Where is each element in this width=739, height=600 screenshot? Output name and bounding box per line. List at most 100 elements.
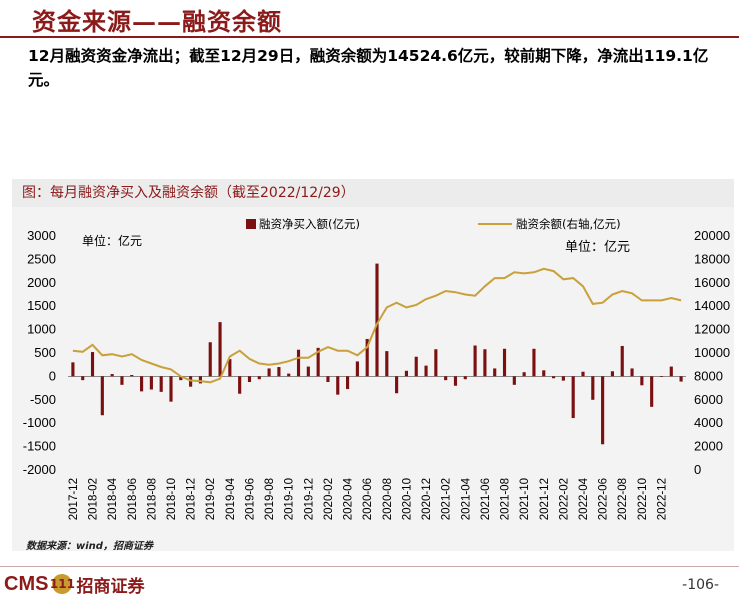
y-right-tick-label: 4000 — [694, 415, 723, 430]
y-right-tick-label: 0 — [694, 462, 701, 477]
net-buy-bar — [247, 376, 252, 383]
page-title: 资金来源——融资余额 — [32, 7, 282, 36]
net-buy-bar — [316, 347, 320, 377]
net-buy-bar — [581, 371, 585, 377]
x-tick-label: 2021-12 — [539, 478, 551, 520]
net-buy-bar — [198, 376, 202, 384]
net-buy-bar — [679, 376, 683, 382]
x-tick-label: 2022-02 — [558, 478, 570, 520]
net-buy-bar — [463, 376, 467, 380]
x-tick-label: 2018-12 — [186, 478, 198, 520]
net-buy-bar — [483, 349, 487, 377]
brand-logo: CMS 111 招商证券 — [4, 572, 145, 597]
unit-label-right: 单位：亿元 — [565, 240, 630, 255]
x-tick-label: 2021-06 — [480, 478, 492, 520]
y-left-tick-label: 0 — [49, 368, 56, 383]
y-right-tick-label: 8000 — [694, 368, 723, 383]
x-tick-label: 2021-10 — [519, 478, 531, 520]
y-right-tick-label: 12000 — [694, 322, 730, 337]
x-tick-label: 2019-02 — [205, 478, 217, 520]
net-buy-bar — [336, 376, 340, 395]
x-tick-label: 2020-10 — [401, 478, 413, 520]
net-buy-bar — [404, 370, 408, 377]
y-left-tick-label: -1000 — [23, 415, 56, 430]
net-buy-bar — [149, 376, 153, 390]
source-note: 数据来源：wind，招商证券 — [26, 541, 153, 552]
net-buy-bar — [561, 376, 565, 381]
net-buy-bar — [110, 374, 114, 377]
net-buy-bar — [630, 368, 634, 377]
net-buy-bar — [81, 376, 85, 381]
net-buy-bar — [669, 366, 673, 377]
net-buy-bar — [620, 345, 624, 377]
net-buy-bar — [453, 376, 458, 386]
net-buy-bar — [238, 376, 242, 394]
x-tick-label: 2020-06 — [362, 478, 374, 520]
net-buy-bar — [179, 376, 183, 381]
net-buy-bar — [208, 342, 212, 377]
net-buy-bar — [512, 376, 516, 385]
x-tick-label: 2021-08 — [500, 478, 512, 520]
net-buy-bar — [257, 376, 261, 380]
title-divider — [0, 36, 739, 38]
x-tick-label: 2018-08 — [146, 478, 158, 520]
net-buy-bar — [355, 361, 359, 377]
legend-bar-label: 融资净买入额(亿元) — [259, 217, 360, 231]
net-buy-bar — [189, 376, 193, 387]
y-left-tick-label: -1500 — [23, 439, 56, 454]
x-tick-label: 2020-02 — [323, 478, 335, 520]
legend-bar-swatch — [246, 219, 256, 229]
net-buy-bar — [326, 376, 330, 383]
net-buy-bar — [610, 371, 614, 377]
net-buy-bar — [640, 376, 644, 386]
y-left-tick-label: -500 — [30, 392, 56, 407]
x-tick-label: 2018-02 — [88, 478, 100, 520]
net-buy-bar — [71, 362, 75, 377]
x-tick-label: 2021-02 — [441, 478, 453, 520]
x-tick-label: 2019-08 — [264, 478, 276, 520]
net-buy-bar — [130, 374, 134, 377]
x-tick-label: 2020-08 — [382, 478, 394, 520]
x-tick-label: 2017-12 — [68, 478, 80, 520]
net-buy-bar — [532, 348, 536, 377]
net-buy-bar — [365, 338, 369, 377]
net-buy-bar — [542, 370, 546, 377]
y-left-tick-label: 2000 — [27, 275, 56, 290]
x-tick-label: 2019-12 — [303, 478, 315, 520]
net-buy-bar — [228, 359, 232, 377]
net-buy-bar — [424, 365, 428, 377]
y-left-tick-label: 3000 — [27, 228, 56, 243]
net-buy-bar — [414, 356, 418, 377]
net-buy-bar — [277, 367, 281, 377]
footer-divider — [0, 566, 739, 567]
y-left-tick-label: 2500 — [27, 251, 56, 266]
y-left-tick-label: 500 — [34, 345, 56, 360]
chart-heading: 图：每月融资净买入及融资余额（截至2022/12/29） — [22, 185, 355, 201]
net-buy-bar — [267, 368, 271, 377]
net-buy-bar — [473, 345, 477, 377]
summary-text: 12月融资资金净流出；截至12月29日，融资余额为14524.6亿元，较前期下降… — [28, 47, 709, 89]
x-tick-label: 2021-04 — [460, 477, 472, 520]
x-tick-label: 2019-06 — [244, 478, 256, 520]
net-buy-bar — [375, 263, 379, 377]
net-buy-bar — [287, 373, 291, 377]
net-buy-bar — [493, 368, 497, 377]
y-right-tick-label: 18000 — [694, 251, 730, 266]
x-tick-label: 2022-04 — [578, 477, 590, 520]
x-tick-label: 2022-06 — [598, 478, 610, 520]
y-right-tick-label: 20000 — [694, 228, 730, 243]
net-buy-bar — [395, 376, 399, 394]
logo-company-name: 招商证券 — [76, 576, 145, 597]
net-buy-bar — [650, 376, 654, 407]
y-left-tick-label: 1500 — [27, 298, 56, 313]
net-buy-bar — [306, 366, 310, 377]
net-buy-bar — [120, 376, 124, 385]
net-buy-bar — [522, 372, 526, 377]
y-right-tick-label: 16000 — [694, 275, 730, 290]
x-tick-label: 2020-12 — [421, 478, 433, 520]
page-number: -106- — [682, 577, 719, 593]
balance-line — [72, 267, 682, 384]
y-left-tick-label: -2000 — [23, 462, 56, 477]
legend-line-label: 融资余额(右轴,亿元) — [516, 217, 621, 231]
net-buy-bar — [218, 322, 222, 377]
